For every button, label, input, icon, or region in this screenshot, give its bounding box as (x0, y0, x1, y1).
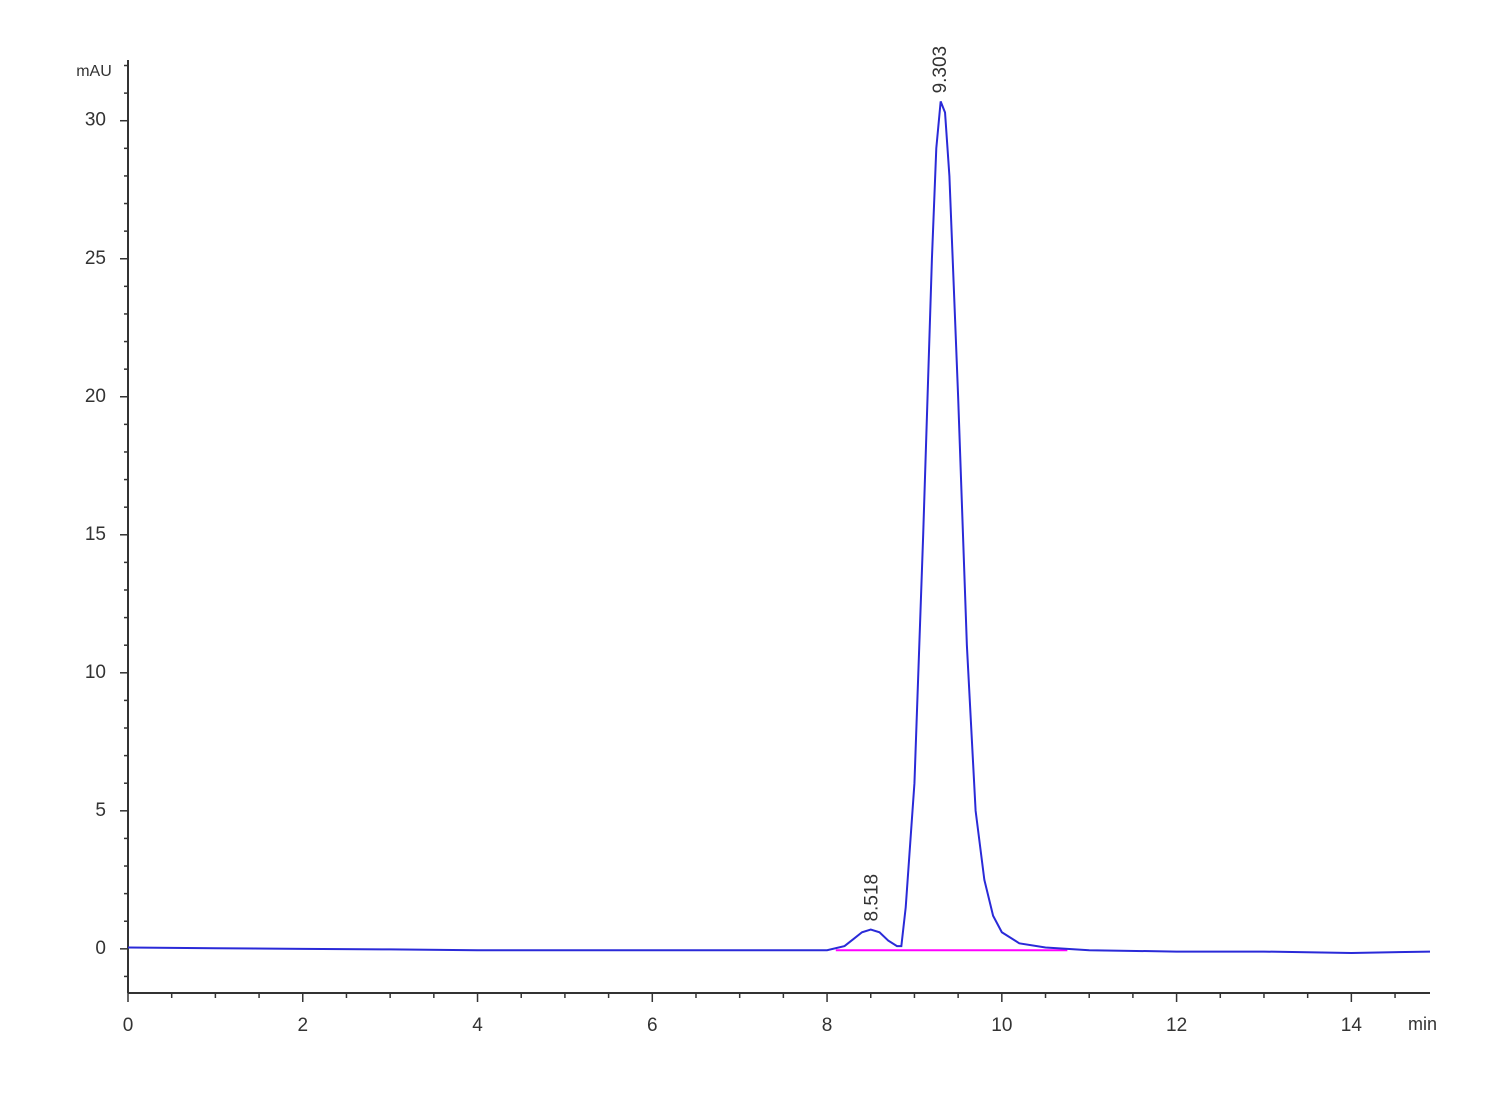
y-tick-label: 5 (95, 800, 106, 821)
y-tick-label: 25 (85, 248, 106, 269)
y-tick-label: 10 (85, 662, 106, 683)
peak-label: 8.518 (861, 874, 882, 922)
x-tick-label: 6 (647, 1015, 658, 1036)
y-axis-label: mAU (76, 63, 112, 80)
x-tick-label: 4 (472, 1015, 483, 1036)
x-tick-label: 2 (297, 1015, 308, 1036)
peak-label: 9.303 (930, 46, 951, 94)
y-tick-label: 15 (85, 524, 106, 545)
x-tick-label: 8 (822, 1015, 833, 1036)
x-tick-label: 12 (1166, 1015, 1187, 1036)
trace (127, 101, 1431, 954)
x-axis-label: min (1408, 1014, 1437, 1034)
x-tick-label: 0 (123, 1015, 134, 1036)
y-tick-label: 20 (85, 386, 106, 407)
x-tick-label: 10 (991, 1015, 1012, 1036)
y-tick-label: 0 (95, 938, 106, 959)
y-tick-label: 30 (85, 110, 106, 131)
x-tick-label: 14 (1341, 1015, 1363, 1036)
